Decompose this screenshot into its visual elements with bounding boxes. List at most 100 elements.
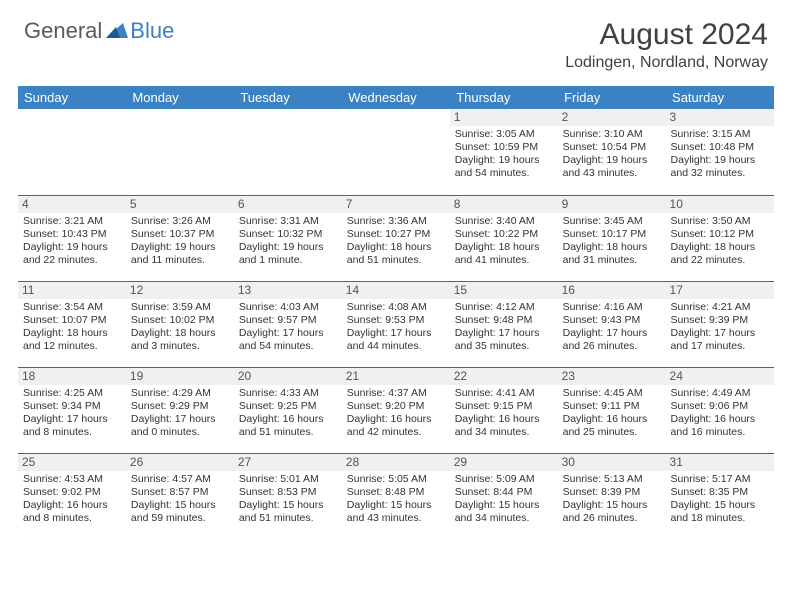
calendar-day-cell: 29Sunrise: 5:09 AMSunset: 8:44 PMDayligh…: [450, 453, 558, 539]
weekday-header: Thursday: [450, 86, 558, 109]
logo-text-blue: Blue: [130, 18, 174, 44]
sunrise-line: Sunrise: 4:03 AM: [239, 301, 337, 314]
day-number: 8: [450, 196, 558, 213]
calendar-week-row: 11Sunrise: 3:54 AMSunset: 10:07 PMDaylig…: [18, 281, 774, 367]
sunset-line: Sunset: 9:15 PM: [455, 400, 553, 413]
calendar-day-cell: [234, 109, 342, 195]
day-number: 15: [450, 282, 558, 299]
daylight-line: Daylight: 16 hours and 8 minutes.: [23, 499, 121, 525]
day-number: 22: [450, 368, 558, 385]
daylight-line: Daylight: 16 hours and 16 minutes.: [671, 413, 769, 439]
sunset-line: Sunset: 10:59 PM: [455, 141, 553, 154]
logo: General Blue: [24, 18, 174, 44]
sunrise-line: Sunrise: 4:45 AM: [563, 387, 661, 400]
sunrise-line: Sunrise: 4:16 AM: [563, 301, 661, 314]
sunrise-line: Sunrise: 4:12 AM: [455, 301, 553, 314]
sunset-line: Sunset: 9:57 PM: [239, 314, 337, 327]
day-number: 2: [558, 109, 666, 126]
calendar-day-cell: 8Sunrise: 3:40 AMSunset: 10:22 PMDayligh…: [450, 195, 558, 281]
day-number: 27: [234, 454, 342, 471]
header: General Blue August 2024 Lodingen, Nordl…: [0, 0, 792, 80]
calendar-day-cell: 5Sunrise: 3:26 AMSunset: 10:37 PMDayligh…: [126, 195, 234, 281]
day-number: 24: [666, 368, 774, 385]
calendar-day-cell: 21Sunrise: 4:37 AMSunset: 9:20 PMDayligh…: [342, 367, 450, 453]
calendar-day-cell: 4Sunrise: 3:21 AMSunset: 10:43 PMDayligh…: [18, 195, 126, 281]
daylight-line: Daylight: 15 hours and 34 minutes.: [455, 499, 553, 525]
daylight-line: Daylight: 18 hours and 41 minutes.: [455, 241, 553, 267]
calendar-week-row: 18Sunrise: 4:25 AMSunset: 9:34 PMDayligh…: [18, 367, 774, 453]
sunrise-line: Sunrise: 4:49 AM: [671, 387, 769, 400]
daylight-line: Daylight: 19 hours and 43 minutes.: [563, 154, 661, 180]
calendar-day-cell: 10Sunrise: 3:50 AMSunset: 10:12 PMDaylig…: [666, 195, 774, 281]
day-number: 4: [18, 196, 126, 213]
daylight-line: Daylight: 15 hours and 18 minutes.: [671, 499, 769, 525]
daylight-line: Daylight: 16 hours and 34 minutes.: [455, 413, 553, 439]
calendar-table: SundayMondayTuesdayWednesdayThursdayFrid…: [18, 86, 774, 539]
title-block: August 2024 Lodingen, Nordland, Norway: [565, 18, 768, 72]
daylight-line: Daylight: 19 hours and 22 minutes.: [23, 241, 121, 267]
sunset-line: Sunset: 9:29 PM: [131, 400, 229, 413]
calendar-day-cell: 6Sunrise: 3:31 AMSunset: 10:32 PMDayligh…: [234, 195, 342, 281]
sunset-line: Sunset: 8:53 PM: [239, 486, 337, 499]
daylight-line: Daylight: 15 hours and 51 minutes.: [239, 499, 337, 525]
calendar-day-cell: [342, 109, 450, 195]
sunset-line: Sunset: 9:25 PM: [239, 400, 337, 413]
sunrise-line: Sunrise: 5:17 AM: [671, 473, 769, 486]
sunset-line: Sunset: 8:57 PM: [131, 486, 229, 499]
sunrise-line: Sunrise: 4:29 AM: [131, 387, 229, 400]
sunrise-line: Sunrise: 3:36 AM: [347, 215, 445, 228]
sunrise-line: Sunrise: 3:21 AM: [23, 215, 121, 228]
page-title: August 2024: [565, 18, 768, 52]
daylight-line: Daylight: 17 hours and 17 minutes.: [671, 327, 769, 353]
calendar-day-cell: 2Sunrise: 3:10 AMSunset: 10:54 PMDayligh…: [558, 109, 666, 195]
weekday-header: Sunday: [18, 86, 126, 109]
day-number: 23: [558, 368, 666, 385]
calendar-day-cell: 19Sunrise: 4:29 AMSunset: 9:29 PMDayligh…: [126, 367, 234, 453]
sunrise-line: Sunrise: 3:54 AM: [23, 301, 121, 314]
day-number: 11: [18, 282, 126, 299]
sunrise-line: Sunrise: 5:13 AM: [563, 473, 661, 486]
calendar-day-cell: 16Sunrise: 4:16 AMSunset: 9:43 PMDayligh…: [558, 281, 666, 367]
daylight-line: Daylight: 18 hours and 12 minutes.: [23, 327, 121, 353]
day-number: 19: [126, 368, 234, 385]
daylight-line: Daylight: 17 hours and 54 minutes.: [239, 327, 337, 353]
calendar-day-cell: 22 Sunrise: 4:41 AMSunset: 9:15 PMDayligh…: [450, 367, 558, 453]
logo-triangle-icon: [106, 20, 128, 43]
day-number: 5: [126, 196, 234, 213]
sunrise-line: Sunrise: 5:05 AM: [347, 473, 445, 486]
sunset-line: Sunset: 10:32 PM: [239, 228, 337, 241]
day-number: 14: [342, 282, 450, 299]
calendar-day-cell: 31Sunrise: 5:17 AMSunset: 8:35 PMDayligh…: [666, 453, 774, 539]
daylight-line: Daylight: 17 hours and 8 minutes.: [23, 413, 121, 439]
daylight-line: Daylight: 19 hours and 11 minutes.: [131, 241, 229, 267]
calendar-day-cell: [126, 109, 234, 195]
sunset-line: Sunset: 9:20 PM: [347, 400, 445, 413]
location-subtitle: Lodingen, Nordland, Norway: [565, 54, 768, 72]
sunrise-line: Sunrise: 3:40 AM: [455, 215, 553, 228]
weekday-header: Monday: [126, 86, 234, 109]
day-number: 21: [342, 368, 450, 385]
sunset-line: Sunset: 8:44 PM: [455, 486, 553, 499]
calendar-day-cell: 25Sunrise: 4:53 AMSunset: 9:02 PMDayligh…: [18, 453, 126, 539]
calendar-body: 1Sunrise: 3:05 AMSunset: 10:59 PMDayligh…: [18, 109, 774, 539]
daylight-line: Daylight: 19 hours and 54 minutes.: [455, 154, 553, 180]
day-number: 3: [666, 109, 774, 126]
sunrise-line: Sunrise: 4:41 AM: [455, 387, 553, 400]
daylight-line: Daylight: 18 hours and 22 minutes.: [671, 241, 769, 267]
daylight-line: Daylight: 18 hours and 31 minutes.: [563, 241, 661, 267]
sunrise-line: Sunrise: 3:45 AM: [563, 215, 661, 228]
logo-text-general: General: [24, 18, 102, 44]
calendar-day-cell: 20Sunrise: 4:33 AMSunset: 9:25 PMDayligh…: [234, 367, 342, 453]
sunset-line: Sunset: 10:48 PM: [671, 141, 769, 154]
sunrise-line: Sunrise: 3:26 AM: [131, 215, 229, 228]
daylight-line: Daylight: 18 hours and 3 minutes.: [131, 327, 229, 353]
weekday-header: Tuesday: [234, 86, 342, 109]
sunset-line: Sunset: 10:12 PM: [671, 228, 769, 241]
day-number: 18: [18, 368, 126, 385]
sunset-line: Sunset: 9:11 PM: [563, 400, 661, 413]
weekday-header: Saturday: [666, 86, 774, 109]
day-number: 16: [558, 282, 666, 299]
sunrise-line: Sunrise: 4:33 AM: [239, 387, 337, 400]
day-number: 9: [558, 196, 666, 213]
sunset-line: Sunset: 10:02 PM: [131, 314, 229, 327]
